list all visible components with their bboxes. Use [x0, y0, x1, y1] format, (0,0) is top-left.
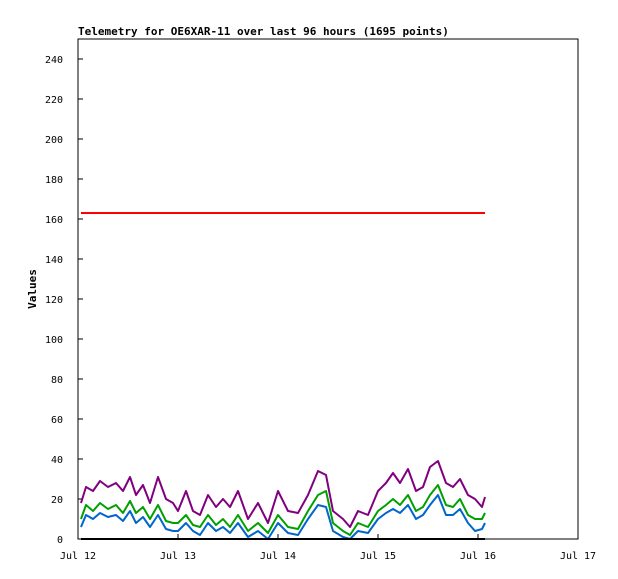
x-tick-label: Jul 14 — [260, 551, 296, 562]
y-tick-label: 180 — [45, 175, 63, 186]
y-tick-label: 40 — [51, 455, 63, 466]
y-tick-label: 120 — [45, 295, 63, 306]
x-tick-label: Jul 12 — [60, 551, 96, 562]
y-tick-label: 240 — [45, 55, 63, 66]
x-tick-label: Jul 17 — [560, 551, 596, 562]
y-tick-label: 100 — [45, 335, 63, 346]
y-tick-label: 160 — [45, 215, 63, 226]
x-tick-label: Jul 15 — [360, 551, 396, 562]
y-tick-label: 0 — [57, 535, 63, 546]
y-tick-label: 20 — [51, 495, 63, 506]
series-line-3 — [80, 494, 486, 540]
series-line-1 — [80, 460, 486, 528]
y-axis: 0 20 40 60 80 100 120 140 160 180 200 220 240 — [45, 55, 83, 546]
chart-title: Telemetry for OE6XAR-11 over last 96 hou… — [78, 25, 449, 38]
x-axis: Jul 12 Jul 13 Jul 14 Jul 15 Jul 16 Jul 17 — [60, 534, 596, 562]
series-line-2 — [80, 484, 486, 536]
plot-frame — [77, 38, 579, 540]
plot-border — [77, 38, 579, 540]
y-tick-label: 140 — [45, 255, 63, 266]
y-tick-label: 200 — [45, 135, 63, 146]
y-tick-label: 60 — [51, 415, 63, 426]
series-layer — [80, 212, 486, 540]
y-tick-label: 220 — [45, 95, 63, 106]
x-tick-label: Jul 16 — [460, 551, 496, 562]
y-tick-label: 80 — [51, 375, 63, 386]
y-axis-label: Values — [26, 269, 39, 309]
x-tick-label: Jul 13 — [160, 551, 196, 562]
